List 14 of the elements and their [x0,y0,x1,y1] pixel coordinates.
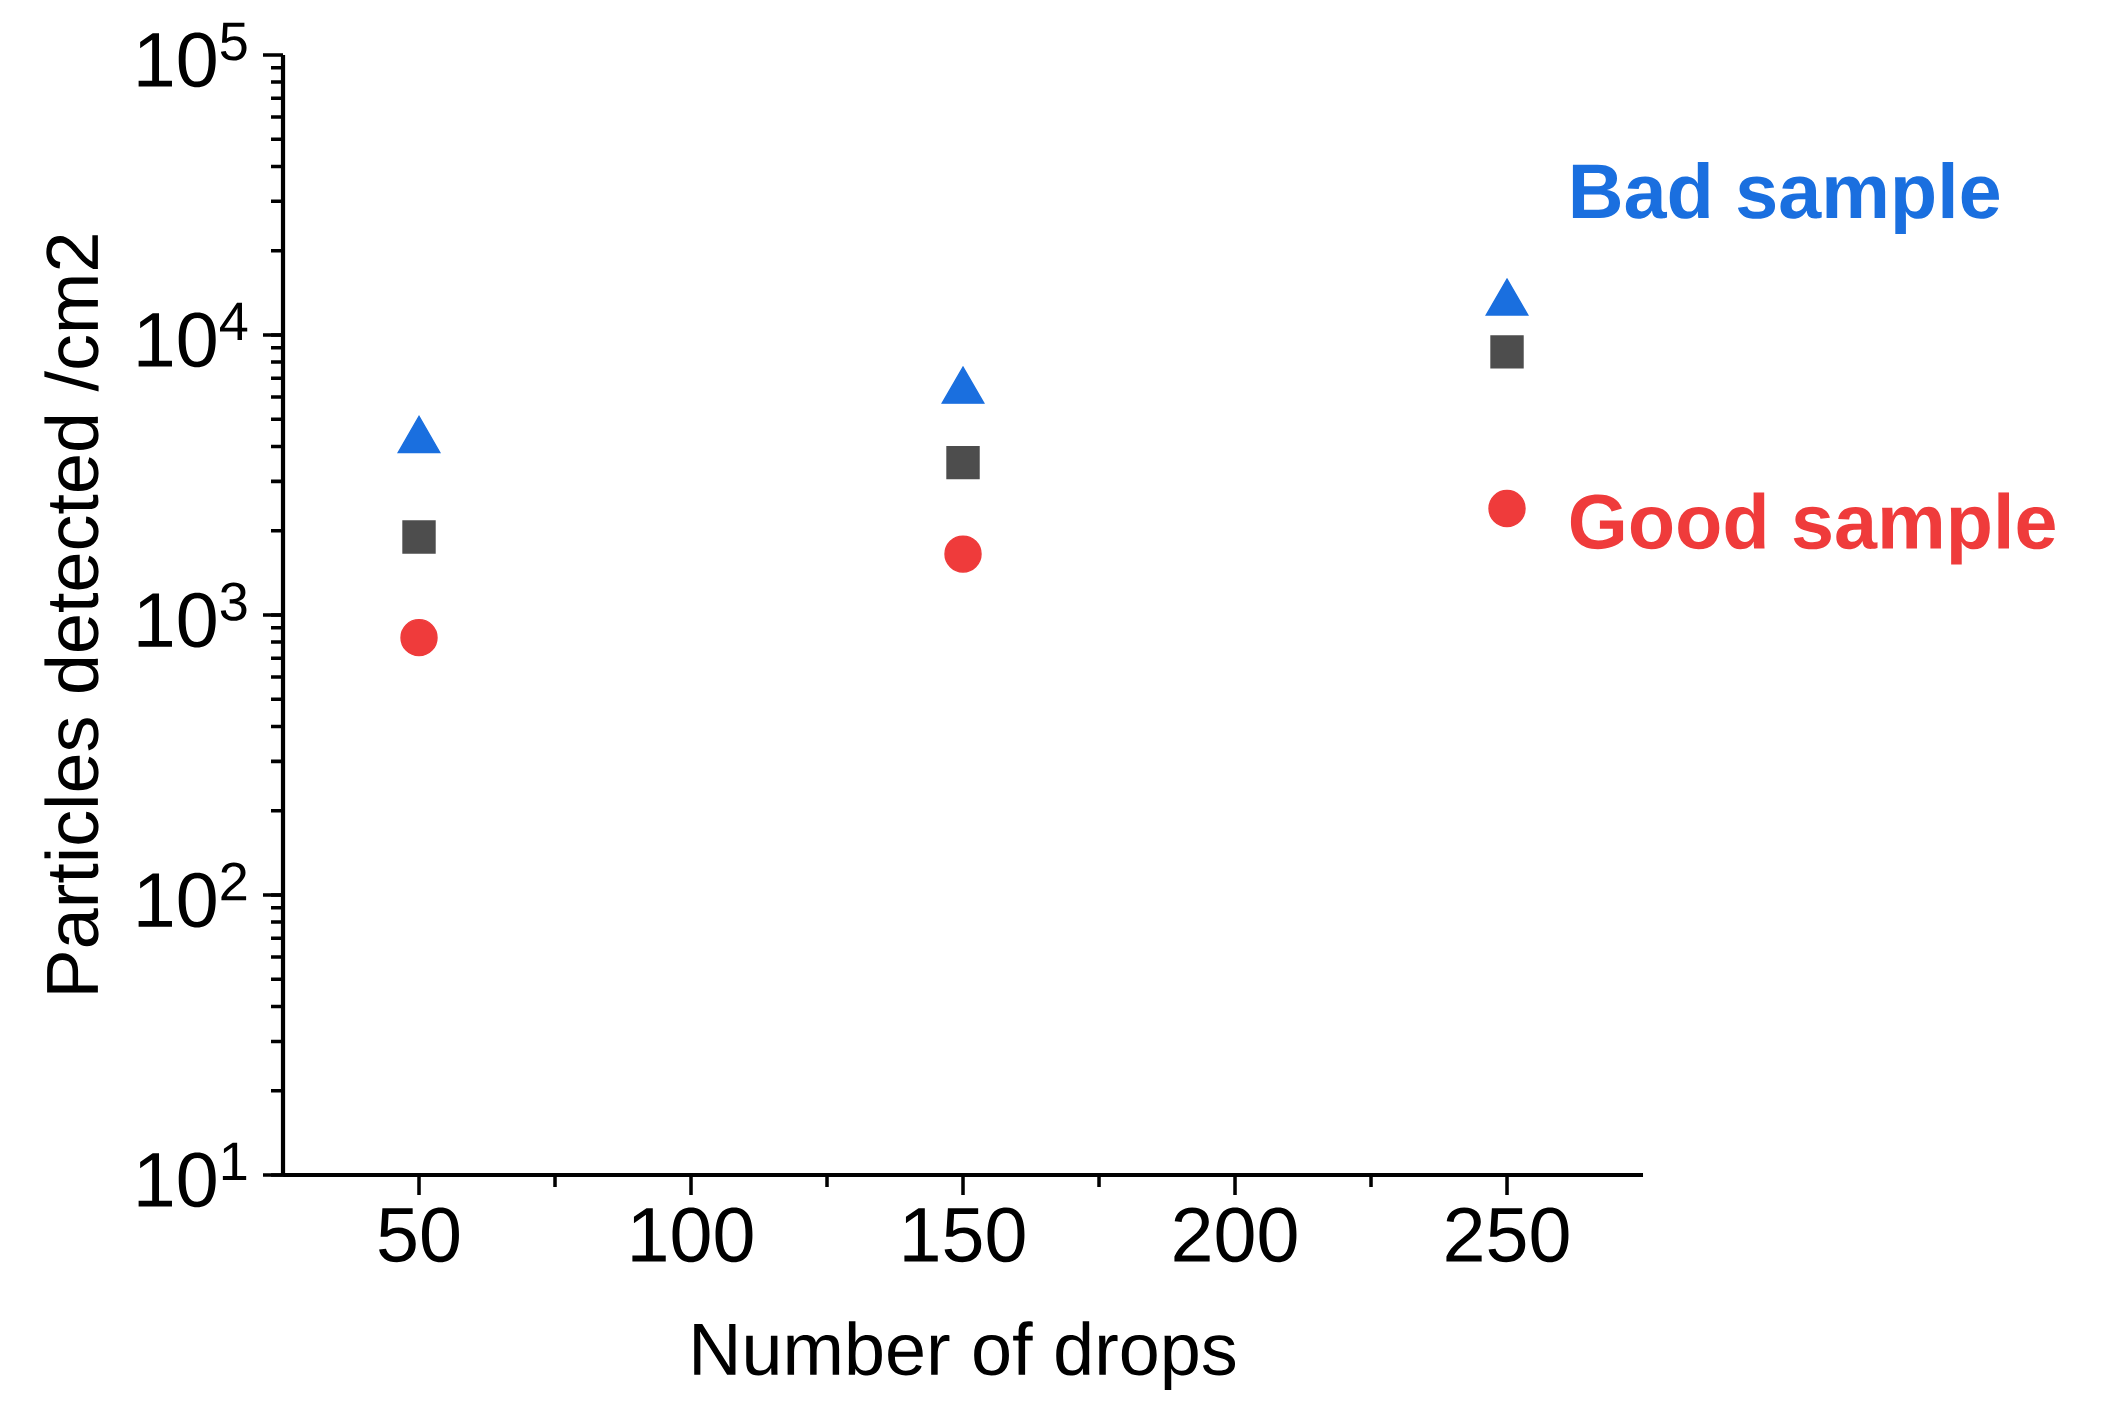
series-label: Bad sample [1572,161,2000,235]
x-tick-label: 200 [1174,1207,1297,1263]
y-tick-label: 10$^{5}$ [138,22,247,88]
y-tick-label: 10$^{4}$ [138,302,248,368]
legend-label: Good sample [1570,492,2055,565]
x-tick-label: 50 [379,1207,459,1263]
x-tick-label: 100 [632,1207,753,1263]
y-tick-label: 10$^{3}$ [138,582,247,648]
x-tick-label: 150 [904,1207,1025,1263]
y-tick-label: 10$^{1}$ [138,1142,247,1208]
y-axis-title: Particles detected /cm2 [44,235,99,993]
y-tick-label: 10$^{2}$ [138,862,247,928]
x-axis-title: Number of drops [694,1321,1236,1391]
x-tick-label: 250 [1446,1207,1569,1263]
